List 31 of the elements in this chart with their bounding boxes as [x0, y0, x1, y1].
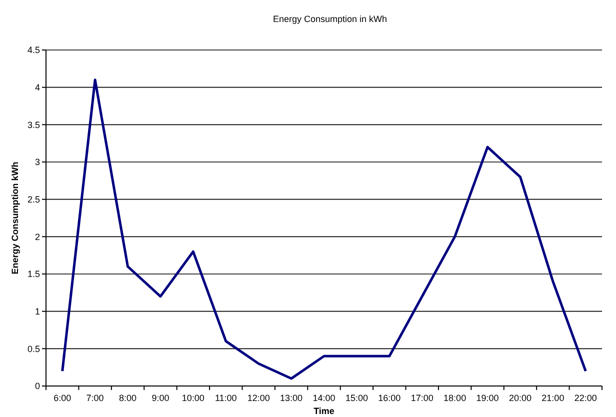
x-tick-label: 8:00: [119, 393, 137, 403]
x-tick-label: 6:00: [54, 393, 72, 403]
x-tick-label: 21:00: [542, 393, 564, 403]
x-axis-title: Time: [314, 406, 334, 416]
x-tick-label: 9:00: [152, 393, 170, 403]
y-tick-label: 2: [34, 232, 40, 242]
y-tick-label: 0: [34, 381, 40, 392]
x-tick-label: 16:00: [378, 393, 401, 403]
x-tick-label: 20:00: [508, 393, 532, 403]
x-tick-label: 11:00: [214, 393, 237, 403]
y-tick-label: 2.5: [27, 194, 40, 204]
x-tick-label: 12:00: [247, 393, 270, 403]
y-tick-label: 3.5: [27, 120, 40, 130]
x-tick-label: 19:00: [476, 393, 499, 403]
y-tick-label: 1.5: [27, 269, 40, 280]
x-tick-label: 18:00: [444, 393, 466, 403]
y-axis-title: Energy Consumption kWh: [10, 162, 20, 274]
line-series: [61, 78, 587, 380]
x-tick-label: 13:00: [280, 393, 303, 403]
x-tick-label: 10:00: [182, 393, 204, 403]
y-tick-label: 1: [34, 306, 40, 316]
x-tick-label: 14:00: [312, 393, 336, 403]
y-tick-label: 0.5: [27, 344, 40, 354]
y-tick-label: 4: [34, 82, 40, 92]
x-tick-label: 15:00: [345, 393, 368, 403]
chart-title: Energy Consumption in kWh: [272, 14, 388, 24]
y-tick-label: 3: [34, 157, 40, 168]
x-tick-label: 22:00: [574, 393, 597, 403]
x-tick-label: 17:00: [410, 393, 434, 403]
y-tick-label: 4.5: [27, 45, 40, 56]
x-tick-label: 7:00: [86, 393, 104, 403]
